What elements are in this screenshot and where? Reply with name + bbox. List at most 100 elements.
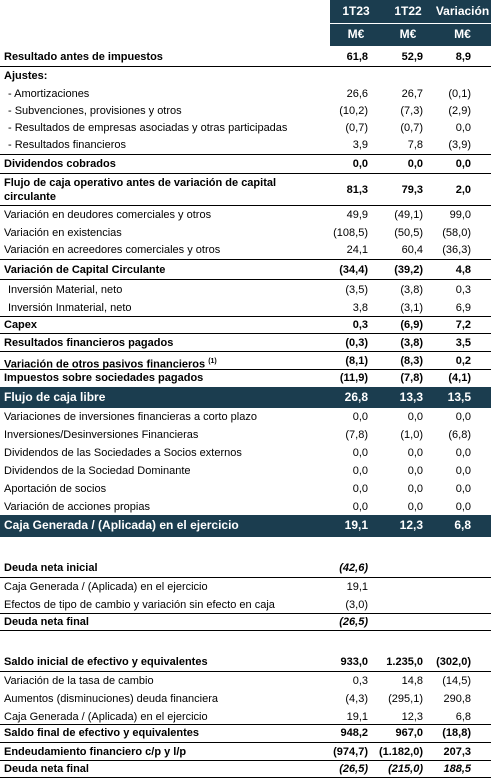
value-1t22: 79,3 — [401, 184, 423, 196]
value-1t22: (7,8) — [400, 372, 423, 384]
row-label: Variación en existencias — [4, 227, 122, 239]
value-1t23: (26,5) — [339, 763, 368, 775]
value-variacion: (58,0) — [442, 227, 471, 239]
value-1t23: 933,0 — [340, 656, 368, 668]
value-1t22: 0,0 — [407, 465, 423, 477]
value-1t23: 19,1 — [346, 711, 368, 723]
value-variacion: 3,5 — [455, 337, 471, 349]
value-1t23: (0,3) — [345, 337, 368, 349]
value-1t23: 26,8 — [344, 390, 368, 404]
table-row: Inversión Inmaterial, neto 3,8 (3,1) 6,9 — [0, 299, 491, 317]
footnote-marker: (1) — [208, 358, 217, 365]
value-1t23: 26,6 — [346, 88, 368, 100]
row-label: Flujo de caja operativo antes de variaci… — [4, 177, 277, 189]
value-variacion: 4,8 — [455, 264, 471, 276]
row-label: Caja Generada / (Aplicada) en el ejercic… — [4, 518, 239, 532]
row-label: Flujo de caja libre — [4, 390, 106, 404]
value-1t22: 0,0 — [407, 447, 423, 459]
row-label: - Amortizaciones — [8, 88, 90, 100]
row-label: - Resultados de empresas asociadas y otr… — [8, 122, 288, 134]
row-label: Variación en deudores comerciales y otro… — [4, 209, 212, 221]
value-1t23: 948,2 — [340, 727, 368, 739]
value-1t23: 0,3 — [352, 319, 368, 331]
table-row: - Subvenciones, provisiones y otros (10,… — [0, 103, 491, 120]
col-header-1t22: 1T22 — [394, 4, 422, 18]
table-row: Dividendos de las Sociedades a Socios ex… — [0, 444, 491, 462]
table-row: Variación de Capital Circulante (34,4) (… — [0, 261, 491, 280]
value-variacion: 0,0 — [455, 411, 471, 423]
value-1t23: 0,0 — [352, 158, 368, 170]
value-1t23: (34,4) — [339, 264, 368, 276]
value-variacion: 7,2 — [455, 319, 471, 331]
value-1t23: (4,3) — [345, 693, 368, 705]
value-1t22: 0,0 — [407, 483, 423, 495]
value-1t23: 0,0 — [352, 465, 368, 477]
value-1t22: (3,8) — [400, 284, 423, 296]
table-row: Ajustes: — [0, 68, 491, 85]
table-row: - Amortizaciones 26,6 26,7 (0,1) — [0, 86, 491, 103]
value-variacion: 8,9 — [455, 51, 471, 63]
value-1t23: (42,6) — [339, 562, 368, 574]
row-label: Deuda neta final — [4, 616, 89, 628]
row-label: Endeudamiento financiero c/p y l/p — [4, 746, 187, 758]
value-variacion: 6,9 — [455, 302, 471, 314]
value-variacion: 2,0 — [455, 184, 471, 196]
table-row: Inversión Material, neto (3,5) (3,8) 0,3 — [0, 281, 491, 299]
value-1t23: (26,5) — [339, 616, 368, 628]
table-row: Endeudamiento financiero c/p y l/p (974,… — [0, 743, 491, 761]
table-row: - Resultados financieros 3,9 7,8 (3,9) — [0, 137, 491, 155]
col-header-variacion: Variación — [435, 4, 490, 18]
value-variacion: 0,0 — [455, 483, 471, 495]
value-variacion: (2,9) — [448, 105, 471, 117]
value-1t23: 0,0 — [352, 483, 368, 495]
table-row: Resultado antes de impuestos 61,8 52,9 8… — [0, 47, 491, 67]
row-label: Dividendos cobrados — [4, 158, 116, 170]
table-row: Caja Generada / (Aplicada) en el ejercic… — [0, 708, 491, 725]
table-row: Deuda neta final (26,5) (215,0) 188,5 — [0, 761, 491, 778]
value-variacion: 99,0 — [449, 209, 471, 221]
value-1t22: 0,0 — [407, 501, 423, 513]
value-variacion: 0,0 — [455, 158, 471, 170]
row-label: Variación de otros pasivos financieros (… — [4, 355, 217, 372]
value-1t23: 3,9 — [352, 139, 368, 151]
value-1t23: 19,1 — [346, 581, 368, 593]
row-label: - Subvenciones, provisiones y otros — [8, 105, 182, 117]
row-label: Saldo inicial de efectivo y equivalentes — [4, 656, 208, 668]
value-1t22: (8,3) — [400, 355, 423, 367]
value-1t23: 81,3 — [346, 184, 368, 196]
value-variacion: 13,5 — [447, 390, 471, 404]
value-1t22: 12,3 — [399, 518, 423, 532]
value-1t22: (50,5) — [394, 227, 423, 239]
value-1t22: 7,8 — [407, 139, 423, 151]
value-1t22: (3,1) — [400, 302, 423, 314]
value-1t22: 60,4 — [401, 244, 423, 256]
value-1t23: 24,1 — [346, 244, 368, 256]
value-1t23: (7,8) — [345, 429, 368, 441]
header-divider — [330, 23, 491, 24]
row-label: Aportación de socios — [4, 483, 107, 495]
value-variacion: (0,1) — [448, 88, 471, 100]
value-1t23: (974,7) — [333, 746, 368, 758]
value-1t22: 1.235,0 — [386, 656, 423, 668]
table-row: Inversiones/Desinversiones Financieras (… — [0, 426, 491, 444]
table-row: Impuestos sobre sociedades pagados (11,9… — [0, 370, 491, 386]
value-1t22: (295,1) — [388, 693, 423, 705]
table-row: Dividendos cobrados 0,0 0,0 0,0 — [0, 156, 491, 174]
table-row: Aportación de socios 0,0 0,0 0,0 — [0, 480, 491, 498]
value-1t23: 0,0 — [352, 411, 368, 423]
value-1t22: 0,0 — [407, 158, 423, 170]
table-row: Saldo final de efectivo y equivalentes 9… — [0, 725, 491, 743]
value-1t22: 0,0 — [407, 411, 423, 423]
table-row: Resultados financieros pagados (0,3) (3,… — [0, 334, 491, 352]
value-variacion: (6,8) — [448, 429, 471, 441]
table-row: Flujo de caja operativo antes de variaci… — [0, 175, 491, 206]
value-1t22: 967,0 — [395, 727, 423, 739]
value-1t22: 14,8 — [401, 675, 423, 687]
table-row: Efectos de tipo de cambio y variación si… — [0, 596, 491, 614]
table-row: Dividendos de la Sociedad Dominante 0,0 … — [0, 462, 491, 480]
value-variacion: (3,9) — [448, 139, 471, 151]
value-variacion: 0,3 — [455, 284, 471, 296]
value-1t22: (215,0) — [388, 763, 423, 775]
row-label: Deuda neta inicial — [4, 562, 98, 574]
value-1t22: (6,9) — [400, 319, 423, 331]
